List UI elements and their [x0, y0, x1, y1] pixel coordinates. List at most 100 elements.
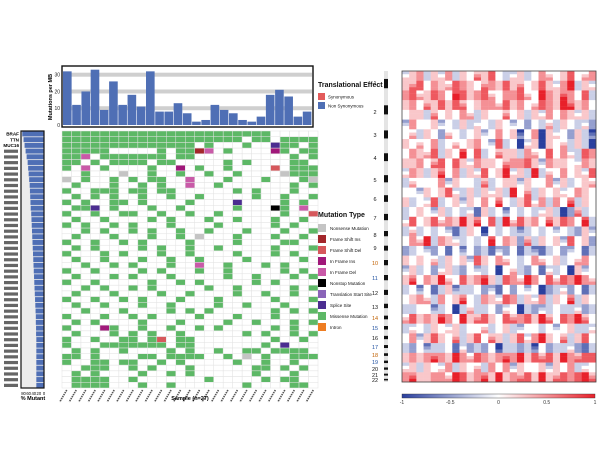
cnv-heatmap-cell	[430, 203, 439, 208]
cnv-heatmap-cell	[437, 223, 446, 227]
oncoprint-cell	[118, 342, 129, 349]
oncoprint-cell	[147, 290, 158, 297]
cnv-heatmap-cell	[488, 207, 496, 211]
cnv-heatmap-cell	[495, 375, 503, 379]
cnv-heatmap-cell	[581, 304, 590, 308]
cnv-heatmap-cell	[409, 369, 417, 373]
cnv-heatmap-cell	[531, 291, 539, 295]
oncoprint-cell	[166, 376, 177, 383]
cnv-heatmap-cell	[445, 77, 453, 81]
oncoprint-cell	[90, 204, 101, 212]
cnv-heatmap-cell	[402, 190, 410, 195]
cnv-heatmap-cell	[516, 333, 525, 337]
cnv-heatmap-cell	[459, 242, 467, 247]
cnv-heatmap-cell	[495, 278, 503, 282]
oncoprint-cell	[175, 187, 186, 195]
cnv-heatmap-cell	[588, 77, 597, 81]
cnv-heatmap-cell	[430, 71, 439, 75]
chromosome-band	[384, 303, 388, 309]
cnv-heatmap-cell	[430, 239, 439, 243]
oncoprint-cell	[251, 364, 262, 372]
cnv-heatmap-cell	[445, 239, 453, 243]
cnv-heatmap-cell	[437, 297, 446, 302]
cnv-heatmap-cell	[402, 310, 410, 315]
cnv-heatmap-cell	[430, 271, 439, 276]
oncoprint-cell	[109, 227, 120, 235]
oncoprint-cell	[203, 210, 214, 217]
cnv-heatmap-cell	[524, 330, 532, 334]
cnv-heatmap-cell	[445, 203, 453, 208]
oncoprint-cell	[128, 222, 139, 229]
oncoprint-cell	[289, 273, 300, 280]
legend-label: Nonstop Mutation	[330, 281, 366, 286]
cnv-heatmap-cell	[581, 71, 590, 75]
oncoprint-cell	[222, 319, 233, 326]
cnv-heatmap-cell	[545, 106, 554, 111]
cnv-heatmap-cell	[430, 213, 439, 217]
oncoprint-cell	[185, 130, 195, 137]
cnv-heatmap-cell	[502, 168, 510, 172]
cnv-heatmap-cell	[574, 343, 582, 347]
cnv-heatmap-cell	[473, 320, 482, 324]
oncoprint-cell	[175, 364, 186, 372]
cnv-heatmap-cell	[466, 343, 475, 347]
oncoprint-cell	[203, 302, 214, 309]
gene-label	[4, 258, 18, 262]
oncoprint-cell	[241, 324, 252, 332]
cnv-heatmap-cell	[531, 203, 539, 208]
cnv-heatmap-cell	[567, 278, 575, 282]
cnv-heatmap-cell	[502, 378, 510, 383]
oncoprint-cell	[71, 364, 82, 372]
cnv-heatmap-cell	[552, 155, 561, 159]
oncoprint-cell	[222, 193, 233, 200]
cnv-heatmap-cell	[531, 174, 539, 179]
cnv-heatmap-cell	[452, 281, 460, 286]
cnv-heatmap-cell	[574, 80, 582, 85]
cnv-heatmap-cell	[430, 148, 439, 153]
cnv-heatmap-cell	[452, 83, 460, 88]
cnv-heatmap-cell	[409, 356, 417, 360]
cnv-heatmap-cell	[481, 210, 489, 214]
oncoprint-cell	[99, 216, 110, 223]
cnv-heatmap-cell	[574, 330, 582, 334]
oncoprint-cell	[109, 204, 120, 212]
oncoprint-cell	[109, 136, 120, 143]
oncoprint-cell	[289, 250, 300, 257]
cnv-heatmap-cell	[416, 304, 424, 308]
oncoprint-cell	[251, 302, 262, 309]
cnv-heatmap-cell	[445, 349, 453, 354]
sample-label	[125, 389, 134, 403]
cnv-heatmap-cell	[430, 378, 439, 383]
oncoprint-cell	[251, 256, 262, 263]
oncoprint-cell	[241, 370, 252, 377]
oncoprint-cell	[80, 165, 91, 172]
pct-mutant-bar	[31, 211, 44, 217]
cnv-heatmap-cell	[445, 106, 453, 111]
oncoprint-cell	[90, 267, 101, 275]
cnv-heatmap-cell	[402, 365, 410, 370]
cnv-heatmap-cell	[473, 187, 482, 192]
oncoprint-cell	[71, 353, 82, 360]
cnv-heatmap-cell	[524, 116, 532, 120]
oncoprint-cell	[128, 342, 139, 349]
cnv-heatmap-cell	[581, 109, 590, 114]
oncoprint-cell	[90, 273, 101, 280]
cnv-heatmap-cell	[473, 378, 482, 383]
cnv-heatmap-cell	[495, 100, 503, 104]
cnv-heatmap-cell	[437, 232, 446, 237]
cnv-heatmap-cell	[538, 171, 546, 175]
oncoprint-cell	[251, 187, 262, 195]
cnv-heatmap-cell	[516, 122, 525, 127]
cnv-heatmap-cell	[402, 132, 410, 136]
cnv-heatmap-cell	[516, 255, 525, 260]
cnv-heatmap-cell	[581, 139, 590, 143]
cnv-heatmap-cell	[416, 135, 424, 140]
cnv-heatmap-cell	[581, 294, 590, 298]
oncoprint-cell	[175, 233, 186, 240]
cnv-heatmap-cell	[402, 320, 410, 324]
cnv-heatmap-cell	[552, 74, 561, 78]
cnv-heatmap-cell	[495, 320, 503, 324]
cnv-heatmap-cell	[416, 265, 424, 269]
legend-label: Synonymous	[328, 95, 355, 100]
cnv-heatmap-cell	[495, 310, 503, 315]
